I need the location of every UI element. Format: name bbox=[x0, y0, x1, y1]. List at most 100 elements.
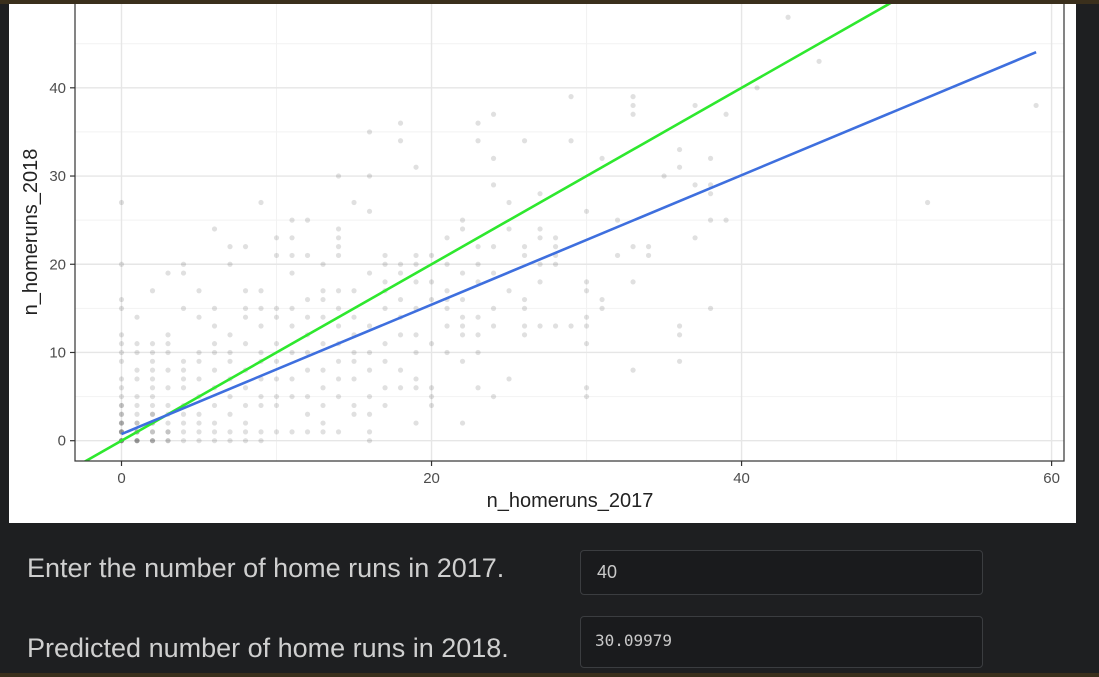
data-point bbox=[211, 367, 218, 373]
data-point bbox=[490, 111, 497, 117]
data-point bbox=[428, 385, 435, 391]
data-point bbox=[335, 244, 342, 250]
data-point bbox=[118, 411, 125, 417]
panel-border bbox=[74, 4, 1065, 462]
data-point bbox=[335, 235, 342, 241]
data-point bbox=[335, 358, 342, 364]
data-point bbox=[335, 173, 342, 179]
data-point bbox=[630, 111, 636, 117]
x-tick-label: 20 bbox=[423, 470, 440, 487]
data-point bbox=[382, 305, 388, 311]
data-point bbox=[180, 438, 187, 444]
data-point bbox=[428, 402, 435, 409]
data-point bbox=[149, 288, 156, 294]
data-point bbox=[506, 376, 512, 382]
data-point bbox=[568, 138, 574, 144]
data-point bbox=[630, 102, 636, 109]
data-point bbox=[242, 402, 249, 409]
data-point bbox=[459, 420, 466, 426]
data-point bbox=[149, 402, 156, 409]
data-point bbox=[599, 296, 605, 303]
data-point bbox=[149, 393, 156, 400]
data-point bbox=[521, 332, 528, 338]
data-point bbox=[428, 252, 435, 259]
data-point bbox=[692, 182, 698, 188]
data-point bbox=[196, 358, 202, 364]
data-point bbox=[196, 349, 202, 356]
data-point bbox=[537, 323, 543, 329]
home-runs-2017-label: Enter the number of home runs in 2017. bbox=[27, 553, 505, 583]
data-point bbox=[227, 349, 233, 356]
data-point bbox=[459, 226, 466, 232]
data-point bbox=[475, 120, 481, 126]
data-point bbox=[630, 367, 636, 373]
data-point bbox=[273, 402, 280, 409]
data-point bbox=[583, 314, 590, 320]
data-point bbox=[118, 199, 125, 206]
x-tick-label: 60 bbox=[1043, 470, 1060, 487]
data-point bbox=[537, 191, 543, 197]
data-point bbox=[242, 429, 249, 435]
data-point bbox=[134, 341, 140, 347]
data-point bbox=[273, 358, 280, 364]
data-point bbox=[490, 244, 497, 250]
data-point bbox=[475, 332, 481, 338]
data-point bbox=[444, 235, 450, 241]
data-point bbox=[134, 367, 140, 373]
data-point bbox=[382, 402, 388, 409]
data-point bbox=[227, 393, 233, 400]
data-point bbox=[273, 393, 280, 400]
data-point bbox=[413, 252, 419, 259]
data-point bbox=[475, 385, 481, 391]
data-point bbox=[366, 349, 373, 356]
home-runs-2017-input[interactable] bbox=[580, 550, 983, 595]
data-point bbox=[630, 94, 636, 100]
data-point bbox=[211, 341, 218, 347]
data-point bbox=[382, 341, 388, 347]
axes: 0 20 40 60 0 10 20 30 40 bbox=[49, 4, 1065, 487]
data-point bbox=[351, 358, 357, 364]
bottom-strip bbox=[0, 673, 1099, 677]
data-point bbox=[413, 420, 419, 426]
data-point bbox=[645, 244, 652, 250]
data-point bbox=[180, 376, 187, 382]
data-point bbox=[583, 393, 590, 400]
data-point bbox=[335, 429, 342, 435]
grid bbox=[75, 4, 1064, 461]
data-point bbox=[475, 261, 481, 267]
data-point bbox=[366, 129, 373, 135]
data-point bbox=[242, 305, 249, 311]
data-point bbox=[583, 288, 590, 294]
data-point bbox=[227, 429, 233, 435]
y-tick-label: 0 bbox=[58, 433, 66, 450]
data-point bbox=[320, 402, 326, 409]
data-point bbox=[475, 138, 481, 144]
data-point bbox=[289, 270, 295, 276]
data-point bbox=[118, 420, 125, 426]
data-point bbox=[320, 367, 326, 373]
top-strip bbox=[0, 0, 1099, 4]
data-point bbox=[692, 235, 698, 241]
data-point bbox=[490, 393, 497, 400]
data-point bbox=[599, 155, 605, 161]
data-point bbox=[413, 332, 419, 338]
data-point bbox=[134, 376, 140, 382]
data-point bbox=[676, 146, 683, 153]
data-point bbox=[630, 244, 636, 250]
data-point bbox=[180, 358, 187, 364]
y-tick-label: 10 bbox=[49, 344, 66, 361]
data-point bbox=[273, 252, 280, 259]
data-point bbox=[304, 217, 311, 223]
data-point bbox=[521, 323, 528, 329]
data-point bbox=[211, 226, 218, 232]
data-point bbox=[149, 411, 156, 417]
data-point bbox=[413, 349, 419, 356]
data-point bbox=[490, 155, 497, 161]
data-point bbox=[444, 323, 450, 329]
data-point bbox=[118, 393, 125, 400]
data-point bbox=[382, 358, 388, 364]
data-point bbox=[382, 252, 388, 259]
data-point bbox=[444, 261, 450, 267]
data-point bbox=[165, 429, 171, 435]
data-point bbox=[165, 270, 171, 276]
